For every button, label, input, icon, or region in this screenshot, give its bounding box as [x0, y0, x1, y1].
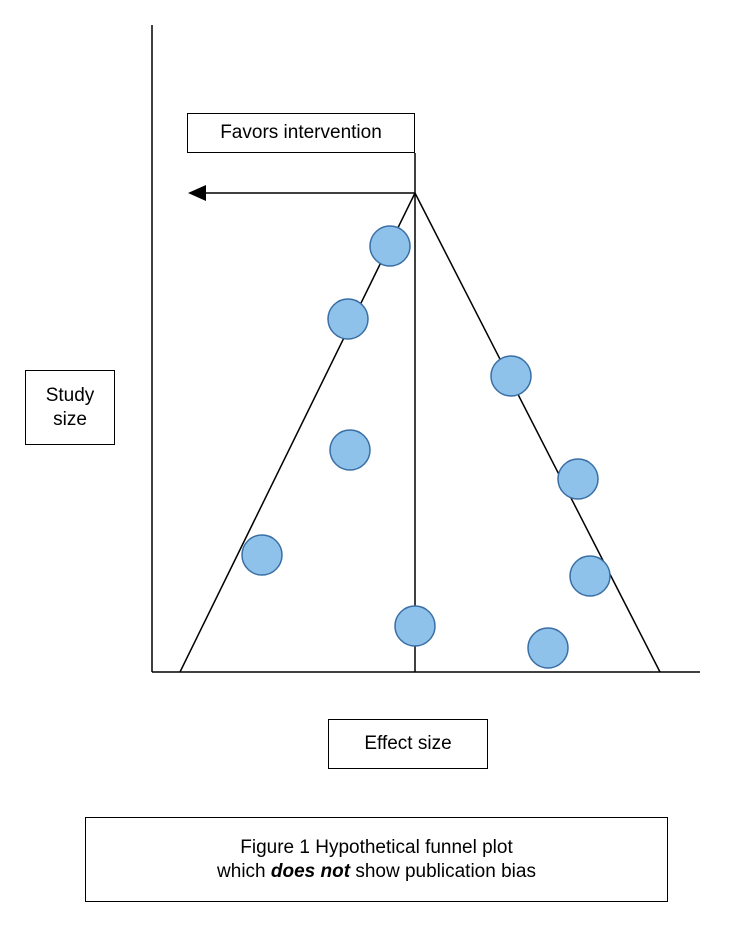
caption-line-2-post: show publication bias	[350, 861, 536, 882]
data-point	[242, 535, 282, 575]
y-axis-label: Study size	[25, 370, 115, 445]
data-point	[330, 430, 370, 470]
caption-line-2: which does not show publication bias	[217, 860, 536, 884]
data-point	[328, 299, 368, 339]
data-point	[528, 628, 568, 668]
data-point	[491, 356, 531, 396]
data-point	[370, 226, 410, 266]
data-point	[570, 556, 610, 596]
figure-caption: Figure 1 Hypothetical funnel plot which …	[85, 817, 668, 902]
caption-line-1: Figure 1 Hypothetical funnel plot	[240, 836, 513, 860]
funnel-plot-figure: Favors intervention Study size Effect si…	[0, 0, 750, 929]
x-axis-label: Effect size	[328, 719, 488, 769]
y-axis-label-line1: Study	[46, 384, 95, 408]
data-point	[558, 459, 598, 499]
y-axis-label-line2: size	[53, 408, 87, 432]
caption-line-2-emph: does not	[271, 861, 350, 882]
caption-line-2-pre: which	[217, 861, 271, 882]
funnel-left-side	[180, 193, 415, 672]
funnel-right-side	[415, 193, 660, 672]
favors-intervention-label: Favors intervention	[187, 113, 415, 153]
favors-intervention-text: Favors intervention	[220, 121, 382, 145]
data-point	[395, 606, 435, 646]
favors-arrow-head	[188, 185, 206, 201]
x-axis-label-text: Effect size	[364, 732, 451, 756]
